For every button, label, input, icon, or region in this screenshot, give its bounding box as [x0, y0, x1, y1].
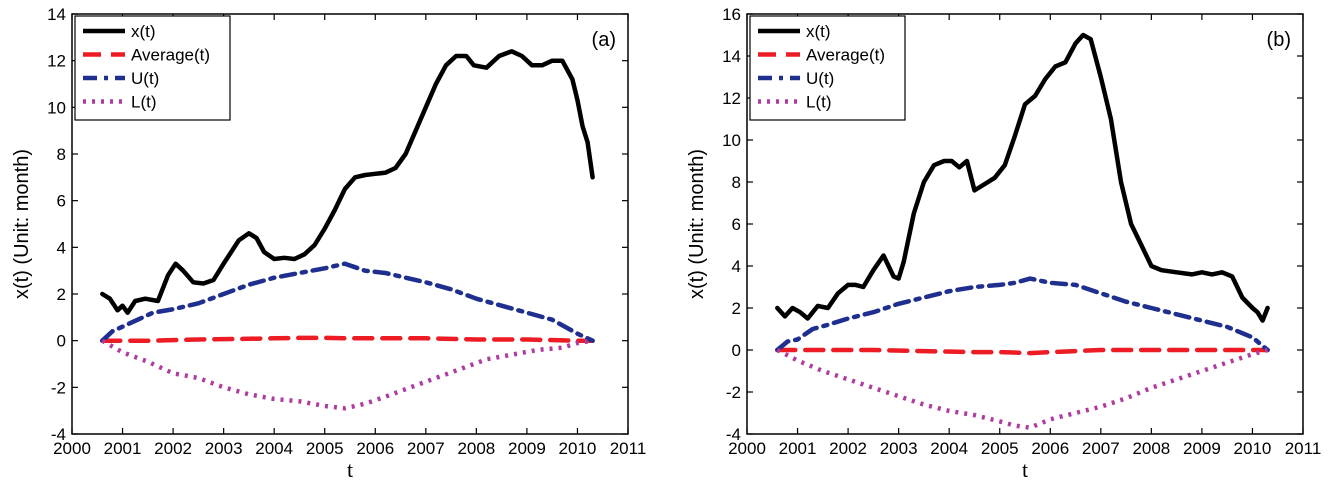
legend-label: Average(t)	[131, 46, 210, 65]
x-tick-label: 2004	[930, 439, 968, 458]
x-tick-label: 2007	[1082, 439, 1120, 458]
x-axis-label: t	[347, 457, 353, 482]
series-line-average-t	[100, 335, 595, 343]
legend-label: U(t)	[131, 69, 159, 88]
x-tick-label: 2010	[1234, 439, 1272, 458]
x-tick-label: 2011	[1285, 439, 1322, 458]
x-tick-label: 2002	[829, 439, 867, 458]
legend-label: U(t)	[806, 69, 834, 88]
x-tick-label: 2003	[880, 439, 918, 458]
series-line-x-t	[775, 32, 1270, 323]
x-axis-label: t	[1022, 457, 1028, 482]
series-line-l-t	[101, 338, 593, 411]
legend-box	[74, 15, 231, 121]
y-tick-label: 10	[47, 98, 66, 117]
legend-box	[749, 15, 906, 121]
y-axis-label: x(t) (Unit: month)	[686, 149, 708, 299]
y-axis-label: x(t) (Unit: month)	[11, 149, 33, 299]
x-tick-label: 2009	[1183, 439, 1221, 458]
x-tick-label: 2001	[104, 439, 142, 458]
y-tick-label: -2	[726, 383, 741, 402]
legend-label: x(t)	[806, 22, 831, 41]
x-tick-label: 2007	[407, 439, 445, 458]
x-tick-label: 2001	[779, 439, 817, 458]
y-tick-label: 10	[722, 131, 741, 150]
x-tick-label: 2004	[255, 439, 293, 458]
panel-a: 2000 2001 2002 2003 2004 2005 2006 2007 2008 2009…	[11, 5, 646, 482]
y-tick-label: -4	[726, 425, 741, 444]
y-tick-label: 6	[57, 192, 66, 211]
y-tick-label: 12	[722, 89, 741, 108]
x-tick-label: 2011	[610, 439, 647, 458]
y-tick-label: 14	[47, 5, 66, 24]
x-tick-label: 2008	[457, 439, 495, 458]
y-tick-label: 2	[57, 285, 66, 304]
y-tick-label: -4	[51, 425, 66, 444]
legend-label: x(t)	[131, 22, 156, 41]
y-tick-label: 0	[57, 332, 66, 351]
legend-label: Average(t)	[806, 46, 885, 65]
series-line-l-t	[776, 347, 1269, 430]
x-tick-label: 2005	[306, 439, 344, 458]
x-tick-label: 2008	[1132, 439, 1170, 458]
y-tick-label: 4	[732, 257, 741, 276]
panel-tag: (a)	[592, 29, 616, 51]
legend-label: L(t)	[806, 93, 832, 112]
y-tick-label: 0	[732, 341, 741, 360]
x-tick-label: 2000	[728, 439, 766, 458]
x-tick-label: 2003	[205, 439, 243, 458]
series-line-u-t	[100, 261, 595, 343]
y-tick-label: 2	[732, 299, 741, 318]
legend: x(t) Average(t) U(t) L(t)	[749, 15, 906, 121]
x-tick-label: 2006	[356, 439, 394, 458]
x-tick-label: 2006	[1031, 439, 1069, 458]
legend: x(t) Average(t) U(t) L(t)	[74, 15, 231, 121]
legend-label: L(t)	[131, 93, 157, 112]
y-tick-label: 6	[732, 215, 741, 234]
y-tick-label: 12	[47, 52, 66, 71]
x-tick-label: 2010	[559, 439, 597, 458]
y-tick-label: 8	[732, 173, 741, 192]
panel-tag: (b)	[1267, 29, 1291, 51]
y-tick-label: 8	[57, 145, 66, 164]
series-line-u-t	[775, 276, 1270, 353]
series-line-x-t	[100, 49, 595, 315]
x-tick-label: 2002	[154, 439, 192, 458]
y-tick-label: -2	[51, 378, 66, 397]
series-line-average-t	[775, 347, 1270, 356]
x-tick-label: 2000	[53, 439, 91, 458]
y-tick-label: 14	[722, 47, 741, 66]
y-tick-label: 16	[722, 5, 741, 24]
y-tick-label: 4	[57, 238, 66, 257]
x-tick-label: 2005	[981, 439, 1019, 458]
x-tick-label: 2009	[508, 439, 546, 458]
panel-b: 2000 2001 2002 2003 2004 2005 2006 2007 2008 2009…	[686, 5, 1321, 482]
